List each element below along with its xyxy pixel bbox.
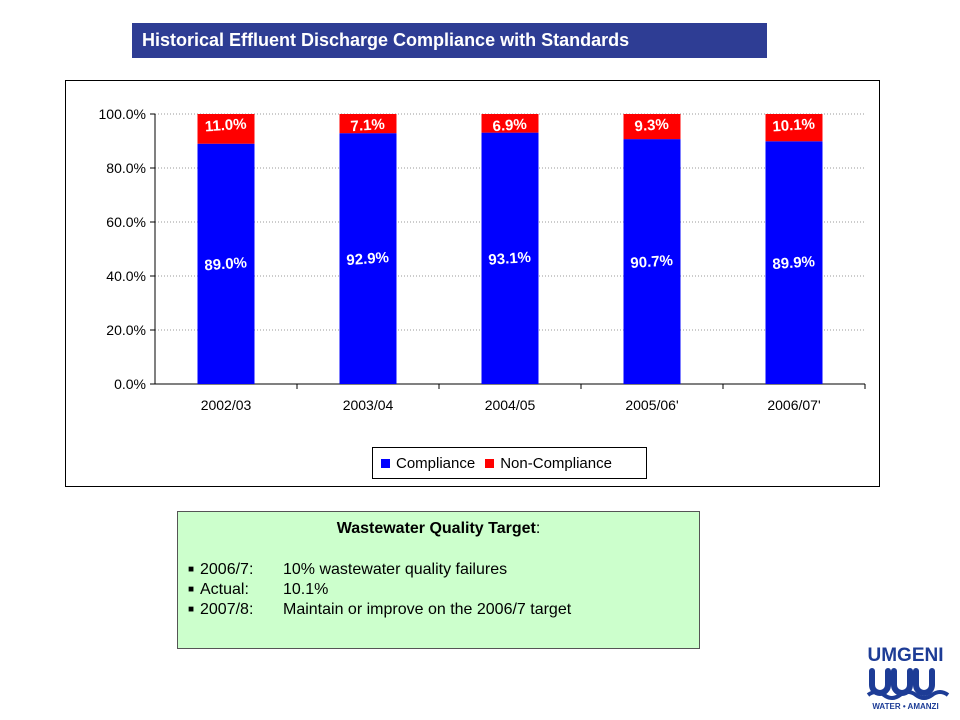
- data-label-non-compliance: 6.9%: [492, 116, 527, 135]
- y-tick-label: 60.0%: [106, 214, 146, 230]
- chart-legend: Compliance Non-Compliance: [372, 447, 647, 479]
- logo-subtitle: WATER • AMANZI: [872, 702, 939, 711]
- target-list: ■ 2006/7: 10% wastewater quality failure…: [178, 560, 699, 620]
- target-item: ■ 2006/7: 10% wastewater quality failure…: [188, 560, 699, 580]
- target-item-key: 2007/8:: [200, 601, 254, 618]
- bar-compliance: [481, 132, 539, 384]
- bar-non-compliance: [481, 114, 539, 133]
- y-tick-label: 0.0%: [114, 376, 146, 392]
- bar-non-compliance: [339, 114, 397, 134]
- bar-compliance: [197, 143, 255, 384]
- legend-swatch-compliance: [381, 458, 390, 468]
- target-heading-text: Wastewater Quality Target: [336, 520, 536, 537]
- bar-non-compliance: [623, 114, 681, 140]
- bar-compliance: [765, 141, 823, 384]
- target-item-value: Maintain or improve on the 2006/7 target: [283, 601, 572, 618]
- target-item-key: Actual:: [200, 581, 249, 598]
- bullet-icon: ■: [188, 564, 195, 575]
- bullet-icon: ■: [188, 584, 195, 595]
- water-waves-icon: [866, 668, 950, 700]
- x-tick-label: 2005/06': [625, 397, 678, 413]
- x-tick-label: 2003/04: [343, 397, 394, 413]
- target-item-value: 10% wastewater quality failures: [283, 561, 508, 578]
- data-label-non-compliance: 11.0%: [204, 116, 247, 136]
- logo-name: UMGENI: [867, 645, 944, 666]
- bar-compliance: [623, 139, 681, 384]
- data-label-non-compliance: 9.3%: [634, 116, 669, 135]
- y-tick-label: 100.0%: [99, 106, 146, 122]
- stacked-bar-chart: 0.0% 20.0% 40.0% 60.0% 80.0% 100.0% 89.0% 11.0%…: [99, 106, 866, 413]
- target-item-key: 2006/7:: [200, 561, 254, 578]
- legend-entry-compliance: Compliance: [381, 455, 475, 472]
- chart-area: 0.0% 20.0% 40.0% 60.0% 80.0% 100.0% 89.0% 11.0%…: [65, 80, 880, 487]
- target-item: ■ Actual: 10.1%: [188, 580, 699, 600]
- data-label-compliance: 92.9%: [346, 249, 390, 269]
- data-label-compliance: 89.9%: [772, 253, 816, 273]
- umgeni-logo: UMGENI WATER • AMANZI: [858, 645, 953, 717]
- chart-title: Historical Effluent Discharge Compliance…: [132, 23, 767, 58]
- data-label-compliance: 90.7%: [630, 252, 674, 272]
- x-tick-label: 2002/03: [201, 397, 252, 413]
- target-panel: Wastewater Quality Target: ■ 2006/7: 10%…: [177, 511, 700, 649]
- y-tick-label: 40.0%: [106, 268, 146, 284]
- target-item-value: 10.1%: [283, 581, 329, 598]
- x-tick-label: 2004/05: [485, 397, 536, 413]
- data-label-non-compliance: 7.1%: [350, 116, 385, 135]
- legend-label-compliance: Compliance: [396, 454, 476, 472]
- bar-non-compliance: [197, 114, 255, 144]
- target-item: ■ 2007/8: Maintain or improve on the 200…: [188, 600, 699, 620]
- y-tick-label: 80.0%: [106, 160, 146, 176]
- legend-swatch-non-compliance: [485, 458, 495, 468]
- target-heading-colon: :: [535, 520, 541, 537]
- data-label-compliance: 93.1%: [488, 249, 532, 269]
- data-label-compliance: 89.0%: [204, 254, 248, 274]
- legend-entry-non-compliance: Non-Compliance: [485, 455, 612, 472]
- y-tick-label: 20.0%: [106, 322, 146, 338]
- data-label-non-compliance: 10.1%: [772, 116, 816, 136]
- target-heading: Wastewater Quality Target:: [178, 520, 699, 538]
- bar-compliance: [339, 133, 397, 384]
- bar-non-compliance: [765, 114, 823, 142]
- legend-label-non-compliance: Non-Compliance: [500, 454, 612, 472]
- bullet-icon: ■: [188, 604, 195, 615]
- x-tick-label: 2006/07': [767, 397, 820, 413]
